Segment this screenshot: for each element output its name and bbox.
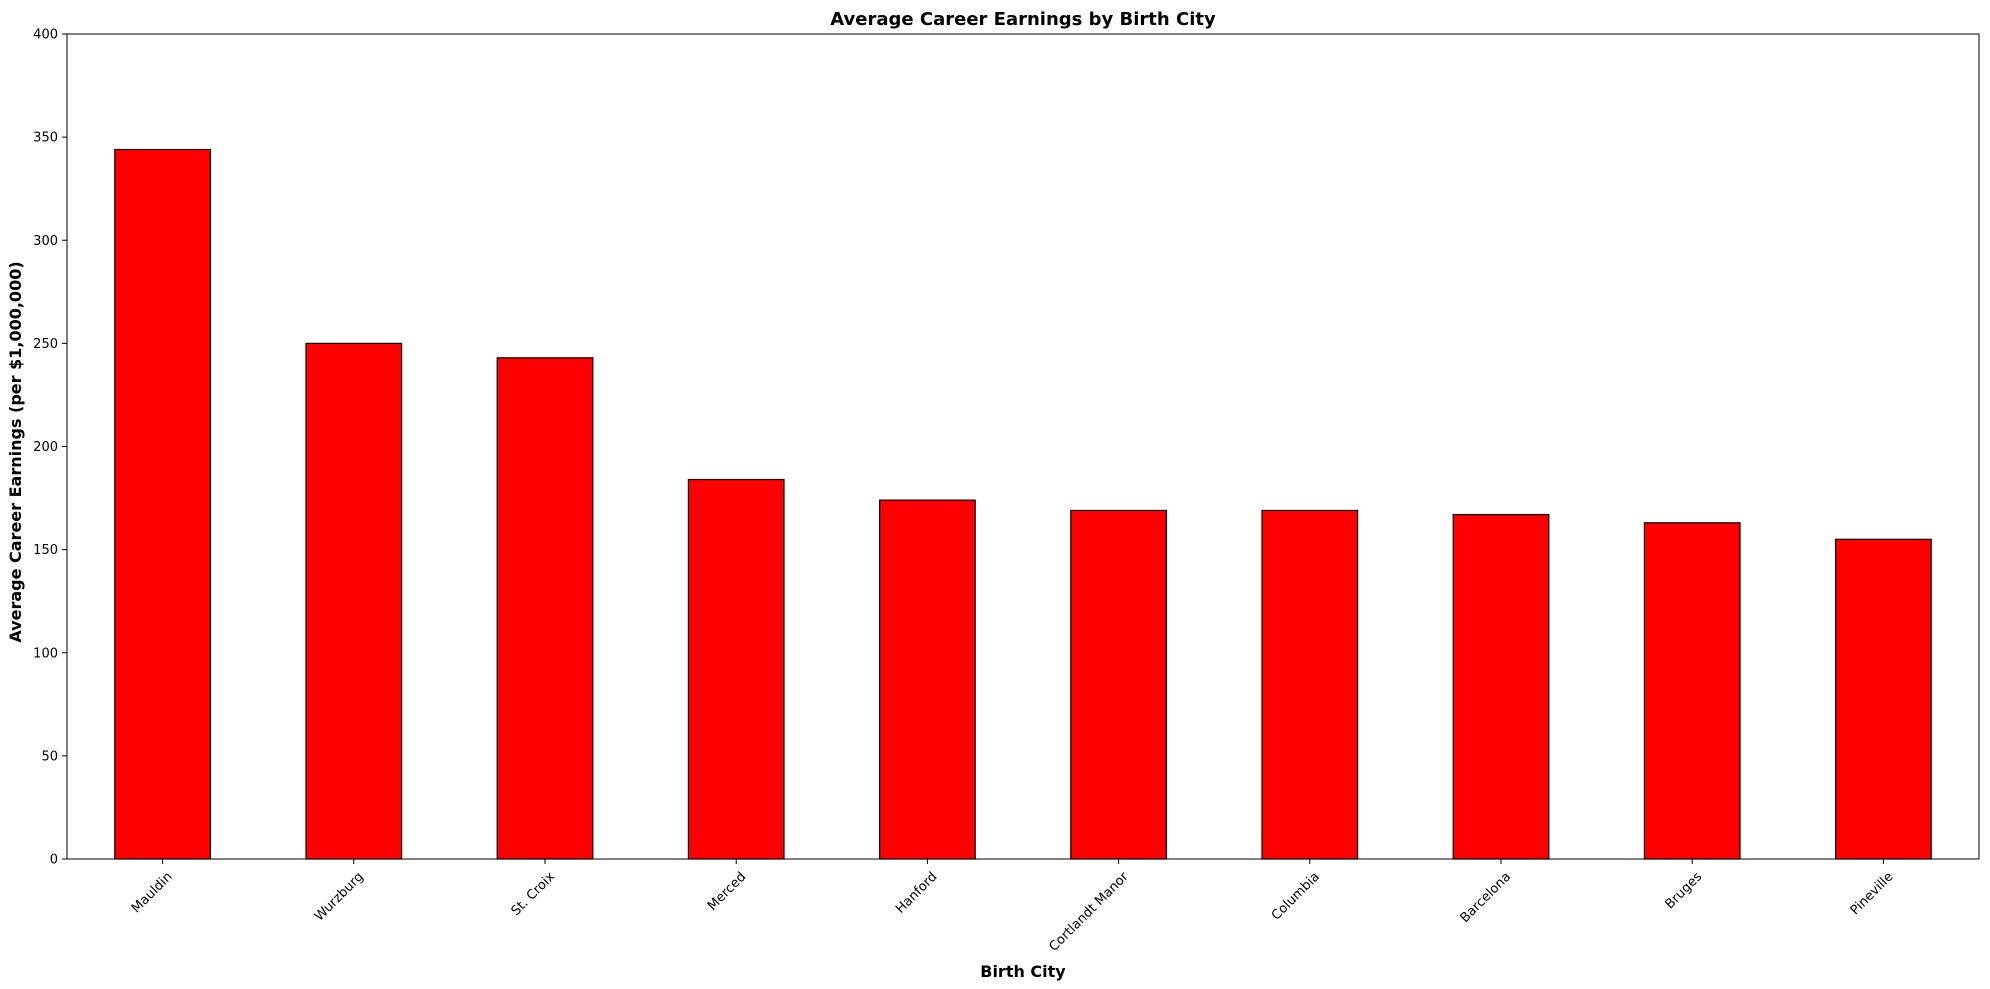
x-tick-label: Mauldin xyxy=(129,869,176,916)
chart-title: Average Career Earnings by Birth City xyxy=(830,9,1216,30)
plot-area: 0 50 100 150 200 250 300 350 400 Mauldin Wurzburg S… xyxy=(33,28,1980,955)
bar-columbia xyxy=(1261,509,1359,860)
y-tick-label: 350 xyxy=(33,131,58,146)
x-tick-label: Bruges xyxy=(1662,869,1705,912)
y-axis-label: Average Career Earnings (per $1,000,000) xyxy=(6,261,25,642)
bar-mauldin xyxy=(114,148,212,860)
y-tick-label: 50 xyxy=(41,749,58,764)
bar-merced xyxy=(687,478,785,860)
y-tick-label: 0 xyxy=(50,853,58,868)
bar-st-croix xyxy=(496,357,594,860)
bar-bruges xyxy=(1643,522,1741,860)
bar-hanford xyxy=(878,499,976,860)
x-tick-label: Cortlandt Manor xyxy=(1046,869,1132,955)
y-tick-label: 200 xyxy=(33,440,58,455)
bar-cortlandt-manor xyxy=(1070,509,1168,860)
bar-pineville xyxy=(1834,538,1932,860)
x-tick-label: Barcelona xyxy=(1458,869,1514,925)
x-tick-label: Wurzburg xyxy=(312,869,367,924)
y-tick-label: 150 xyxy=(33,543,58,558)
x-tick-label: St. Croix xyxy=(509,869,559,919)
x-tick-label: Pineville xyxy=(1848,869,1897,918)
y-tick-label: 100 xyxy=(33,646,58,661)
y-tick-label: 250 xyxy=(33,337,58,352)
x-tick-label: Hanford xyxy=(893,869,940,916)
bar-barcelona xyxy=(1452,513,1550,860)
y-tick-label: 300 xyxy=(33,234,58,249)
y-tick-label: 400 xyxy=(33,28,58,43)
x-tick-label: Merced xyxy=(705,869,749,913)
bar-wurzburg xyxy=(305,342,403,860)
x-axis-label: Birth City xyxy=(980,962,1066,981)
x-tick-label: Columbia xyxy=(1269,869,1323,923)
